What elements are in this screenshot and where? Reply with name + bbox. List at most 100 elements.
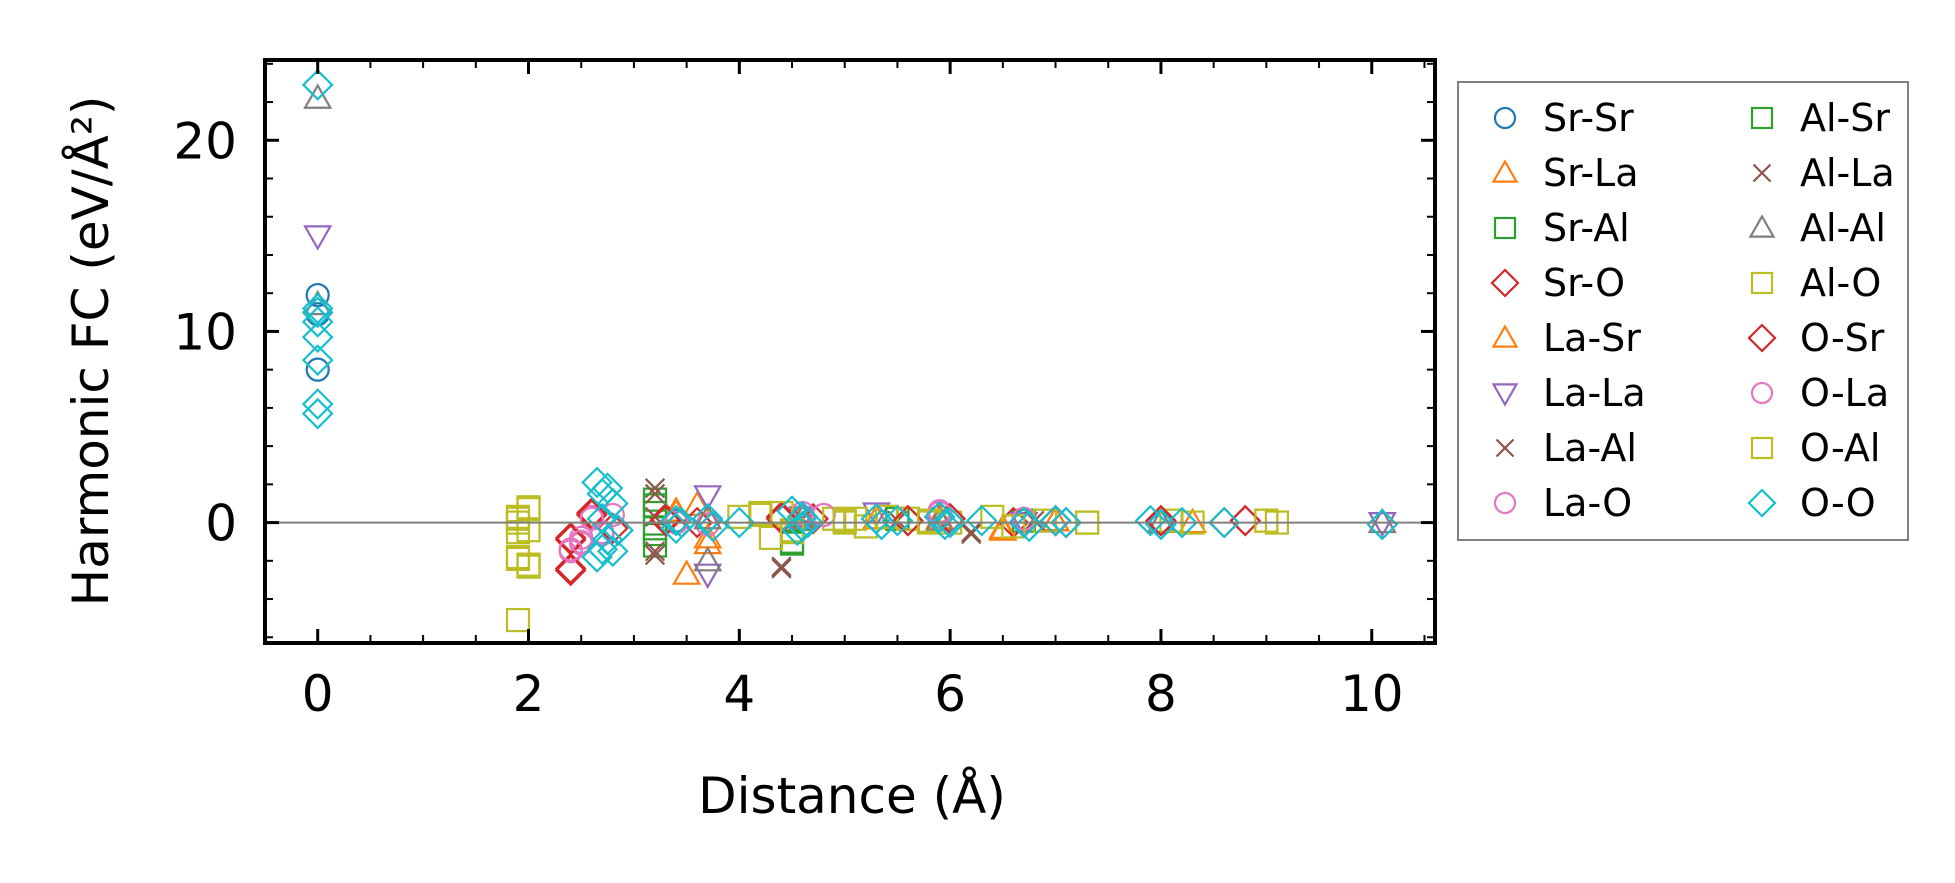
data-point-al-la — [771, 556, 792, 577]
data-point-o-o — [596, 535, 629, 568]
x-tick-label: 0 — [302, 665, 334, 723]
data-point-al-o — [1001, 514, 1026, 539]
data-point-o-o — [1134, 504, 1167, 537]
data-point-o-o — [1166, 506, 1198, 539]
data-point-la-la — [303, 225, 333, 251]
data-point-o-al — [516, 552, 541, 577]
legend-item-o-sr: O-Sr — [1747, 316, 1885, 360]
data-point-sr-sr — [305, 357, 330, 382]
legend-label-o-al: O-Al — [1800, 426, 1880, 470]
data-point-o-o — [923, 500, 956, 533]
legend-marker-al-la — [1752, 163, 1772, 183]
plot-area: 0 2 4 6 8 10 0 10 20 — [173, 58, 1437, 723]
data-point-la-la — [693, 563, 723, 590]
data-point-al-la — [644, 483, 666, 505]
data-point-sr-la — [672, 559, 702, 585]
data-point-la-al — [771, 558, 792, 579]
data-point-o-o — [301, 397, 334, 430]
data-point-o-al — [916, 508, 942, 533]
legend: Sr-Sr Sr-La Sr-Al Sr-O La-Sr La-La La-Al La-O Al… — [1457, 81, 1909, 541]
legend-marker-al-sr — [1750, 106, 1774, 130]
y-axis-label: Harmonic FC (eV/Å²) — [62, 96, 120, 607]
data-point-sr-o — [554, 554, 587, 587]
data-point-al-al — [693, 545, 723, 572]
legend-label-sr-la: Sr-La — [1543, 151, 1638, 195]
data-point-o-o — [665, 506, 698, 539]
x-tick-label: 6 — [934, 665, 966, 723]
legend-item-la-al: La-Al — [1495, 426, 1637, 470]
legend-marker-o-o — [1747, 488, 1777, 518]
data-point-o-o — [776, 495, 808, 527]
legend-marker-al-al — [1748, 214, 1776, 238]
legend-label-la-sr: La-Sr — [1543, 316, 1641, 360]
legend-marker-la-sr — [1491, 324, 1519, 348]
legend-item-sr-sr: Sr-Sr — [1493, 96, 1634, 140]
data-point-o-sr — [554, 552, 587, 585]
legend-label-la-o: La-O — [1543, 481, 1632, 525]
x-tick-label: 8 — [1145, 665, 1177, 723]
data-point-al-sr — [642, 493, 668, 518]
legend-marker-o-la — [1750, 381, 1774, 405]
legend-label-al-al: Al-Al — [1800, 206, 1886, 250]
data-point-o-o — [723, 506, 756, 539]
data-point-o-al — [1254, 508, 1279, 533]
data-point-o-o — [591, 523, 624, 556]
y-tick-label: 10 — [173, 303, 237, 361]
data-point-o-o — [865, 508, 898, 541]
data-point-o-sr — [554, 523, 587, 556]
data-point-o-o — [660, 504, 692, 537]
data-point-sr-la — [693, 528, 723, 555]
data-point-la-al — [961, 523, 982, 545]
data-point-al-al — [1367, 507, 1397, 534]
legend-item-la-la: La-La — [1491, 371, 1646, 415]
legend-marker-sr-al — [1493, 216, 1517, 240]
legend-item-al-o: Al-O — [1750, 261, 1881, 305]
data-point-o-o — [1208, 506, 1241, 539]
data-point-o-o — [691, 502, 724, 535]
data-point-o-o — [1039, 504, 1072, 537]
legend-item-sr-la: Sr-La — [1491, 151, 1638, 195]
legend-label-o-o: O-O — [1800, 481, 1876, 525]
data-point-o-o — [591, 472, 624, 505]
legend-label-la-la: La-La — [1543, 371, 1646, 415]
legend-label-la-al: La-Al — [1543, 426, 1637, 470]
legend-label-o-la: O-La — [1800, 371, 1889, 415]
data-point-o-o — [929, 508, 961, 541]
legend-label-o-sr: O-Sr — [1800, 316, 1885, 360]
legend-item-o-la: O-La — [1750, 371, 1889, 415]
y-tick-label: 20 — [173, 112, 237, 170]
legend-frame — [1457, 81, 1909, 541]
series-sr-sr — [305, 283, 1174, 535]
data-point-o-al — [748, 502, 773, 528]
data-point-o-la — [569, 529, 594, 554]
data-point-la-la — [693, 485, 723, 511]
legend-marker-sr-la — [1491, 159, 1519, 183]
series-al-la — [644, 483, 982, 577]
data-point-o-o — [965, 504, 998, 537]
legend-item-sr-o: Sr-O — [1490, 261, 1625, 305]
legend-marker-la-o — [1493, 491, 1517, 515]
data-point-o-al — [516, 497, 541, 522]
data-point-o-o — [1366, 508, 1399, 541]
data-point-o-o — [301, 68, 334, 101]
data-point-o-o — [586, 533, 619, 566]
legend-label-sr-sr: Sr-Sr — [1543, 96, 1634, 140]
legend-marker-o-sr — [1747, 323, 1777, 353]
legend-marker-la-al — [1495, 438, 1515, 458]
legend-item-al-la: Al-La — [1752, 151, 1895, 195]
legend-label-al-sr: Al-Sr — [1800, 96, 1890, 140]
data-point-al-al — [693, 503, 723, 530]
data-point-al-la — [961, 522, 982, 543]
legend-item-al-al: Al-Al — [1748, 206, 1886, 250]
data-point-o-o — [934, 506, 966, 539]
data-point-al-al — [303, 83, 333, 109]
x-tick-label: 2 — [513, 665, 545, 723]
data-point-la-la — [1367, 511, 1397, 538]
data-points — [301, 68, 1399, 633]
x-tick-label: 4 — [723, 665, 755, 723]
data-point-o-o — [602, 514, 634, 547]
data-point-o-o — [581, 466, 613, 499]
legend-marker-la-la — [1491, 383, 1519, 407]
series-al-al — [303, 83, 1397, 572]
